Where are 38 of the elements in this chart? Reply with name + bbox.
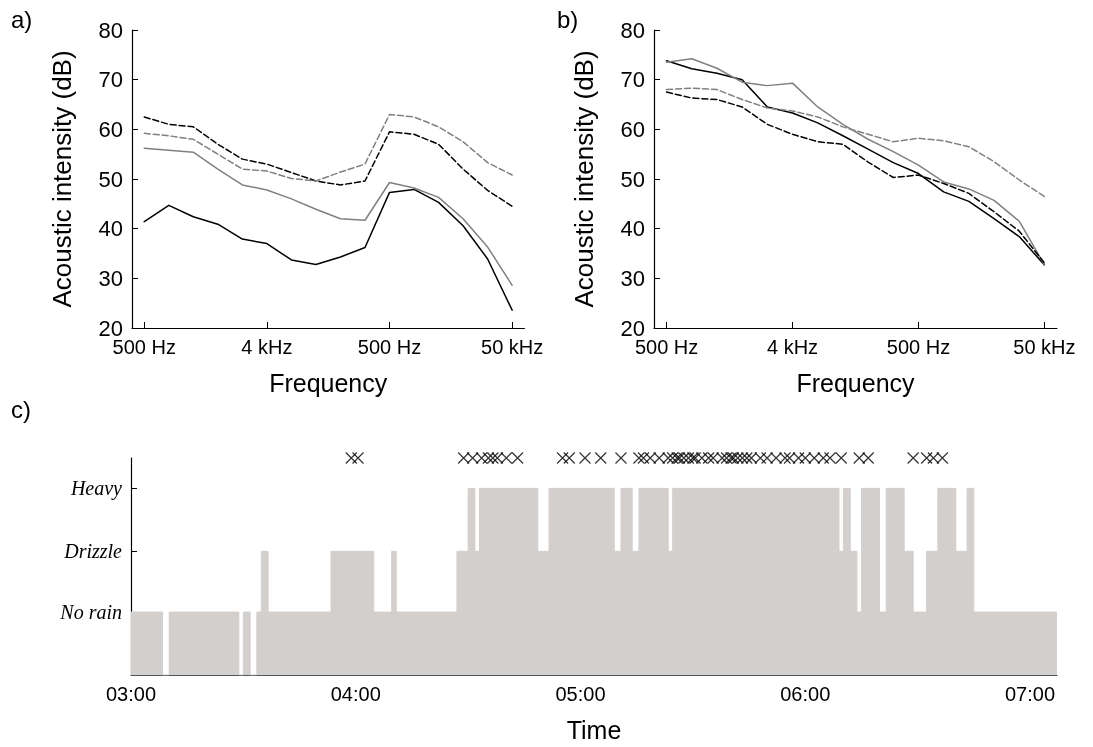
- y-tick-label: 50: [620, 166, 645, 192]
- x-tick-label: 4 kHz: [241, 336, 293, 358]
- y-tick-label: 30: [98, 265, 123, 291]
- line-series: [143, 116, 513, 208]
- y-tick-label: 60: [98, 116, 123, 142]
- x-tick-label: 4 kHz: [766, 336, 819, 358]
- text: Drizzle: [63, 540, 123, 563]
- y-tick-label: 30: [620, 265, 645, 291]
- x-axis-title: Time: [566, 715, 622, 744]
- y-tick-label: 70: [620, 67, 645, 93]
- x-tick-label: 06:00: [780, 683, 831, 705]
- y-tick-label: 40: [98, 216, 123, 242]
- text: No rain: [59, 601, 122, 624]
- x-tick-label: 03:00: [105, 683, 157, 705]
- line-series: [143, 147, 513, 287]
- y-tick-label: 40: [620, 216, 645, 242]
- x-axis-title: Frequency: [796, 368, 916, 397]
- chart-title: a): [11, 5, 33, 33]
- x-tick-label: 07:00: [1005, 683, 1056, 705]
- x-tick-label: 500 Hz: [886, 336, 951, 358]
- y-tick-label: 80: [98, 17, 123, 43]
- text: Heavy: [69, 477, 123, 501]
- y-tick-label: 50: [98, 166, 123, 192]
- y-tick-label: 60: [620, 116, 645, 142]
- x-tick-label: 05:00: [555, 683, 606, 705]
- chart-title: b): [557, 5, 579, 33]
- y-axis-title: Acoustic intensity (dB): [569, 50, 599, 308]
- y-axis-title: Acoustic intensity (dB): [47, 50, 77, 308]
- x-tick-label: 500 Hz: [357, 336, 422, 358]
- line-series: [143, 113, 513, 182]
- chart-title: c): [11, 395, 31, 423]
- y-tick-label: 70: [98, 67, 123, 93]
- x-tick-label: 50 kHz: [1013, 336, 1076, 358]
- x-tick-label: 04:00: [330, 683, 381, 705]
- line-series: [143, 188, 513, 311]
- x-axis-title: Frequency: [269, 368, 388, 397]
- x-tick-label: 50 kHz: [481, 336, 544, 358]
- y-tick-label: 80: [620, 17, 645, 43]
